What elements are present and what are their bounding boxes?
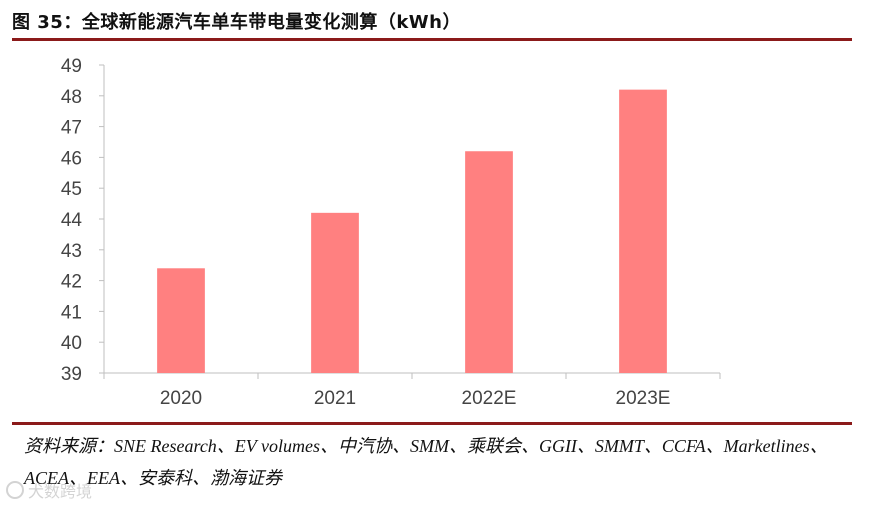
- y-tick-label: 46: [61, 148, 82, 169]
- y-tick-label: 45: [61, 179, 82, 200]
- y-tick-label: 44: [61, 210, 83, 231]
- y-tick-label: 40: [61, 333, 82, 354]
- y-tick-label: 41: [61, 302, 82, 323]
- x-tick-label: 2020: [160, 388, 202, 409]
- bar-2022e: [465, 151, 513, 373]
- y-tick-label: 48: [61, 87, 82, 108]
- y-tick-label: 39: [61, 364, 82, 385]
- x-tick-label: 2021: [314, 388, 356, 409]
- watermark-text: 犬数跨境: [28, 482, 93, 501]
- source-divider: [12, 422, 852, 425]
- x-axis: 2020 2021 2022E 2023E: [103, 372, 721, 409]
- bar-2020: [157, 268, 205, 373]
- x-tick-label: 2022E: [462, 388, 517, 409]
- y-axis: 39 40 41 42 43 44 45 46 47 48 49: [61, 56, 105, 385]
- title-divider: [12, 38, 852, 41]
- x-tick-label: 2023E: [616, 388, 671, 409]
- bars: [157, 89, 667, 373]
- y-tick-label: 42: [61, 272, 82, 293]
- bar-2021: [311, 212, 359, 373]
- y-tick-label: 47: [61, 118, 82, 139]
- watermark: 犬数跨境: [6, 478, 92, 502]
- watermark-logo-icon: [6, 481, 24, 499]
- source-note: 资料来源：SNE Research、EV volumes、中汽协、SMM、乘联会…: [24, 436, 828, 488]
- y-tick-label: 43: [61, 241, 82, 262]
- figure-title: 图 35：全球新能源汽车单车带电量变化测算（kWh）: [12, 12, 461, 33]
- bar-2023e: [619, 89, 667, 373]
- y-tick-label: 49: [61, 56, 82, 77]
